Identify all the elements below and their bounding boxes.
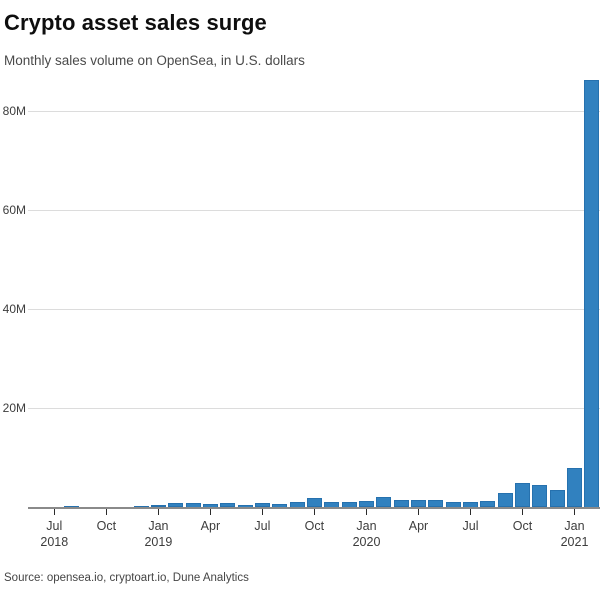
bar: [497, 493, 513, 508]
source-note: Source: opensea.io, cryptoart.io, Dune A…: [4, 572, 249, 584]
x-axis-month: Jul: [462, 518, 479, 533]
x-axis-label: Apr: [391, 518, 447, 534]
bar: [549, 490, 565, 508]
x-axis-month: Apr: [408, 518, 429, 533]
x-axis-month: Jul: [46, 518, 63, 533]
x-axis-label: Jul 2018: [26, 518, 82, 550]
x-axis-label: Jul: [443, 518, 499, 534]
x-axis-month: Oct: [304, 518, 325, 533]
x-axis-label: Jan 2021: [547, 518, 600, 550]
x-tick-mark: [417, 508, 420, 515]
bar: [532, 485, 548, 508]
x-axis-month: Jan: [148, 518, 169, 533]
x-axis-year: 2019: [144, 534, 173, 549]
x-tick-mark: [261, 508, 264, 515]
x-axis-label: Oct: [286, 518, 342, 534]
x-axis-label: Jul: [234, 518, 290, 534]
x-axis-label: Jan 2019: [130, 518, 186, 550]
x-axis-month: Oct: [512, 518, 533, 533]
x-tick-mark: [209, 508, 212, 515]
x-axis-month: Jul: [254, 518, 271, 533]
y-gridline: [28, 110, 600, 112]
x-axis-month: Apr: [200, 518, 221, 533]
x-axis-line: [28, 506, 600, 509]
x-tick-mark: [105, 508, 108, 515]
x-axis-month: Jan: [356, 518, 377, 533]
y-axis-label: 20M: [2, 401, 26, 416]
y-axis-label: 40M: [2, 302, 26, 317]
x-axis-year: 2018: [40, 534, 69, 549]
bar: [515, 482, 530, 508]
y-axis-label: 80M: [2, 103, 26, 118]
x-axis-label: Oct: [495, 518, 551, 534]
page-title: Crypto asset sales surge: [4, 10, 267, 35]
x-axis-month: Jan: [564, 518, 585, 533]
x-axis-label: Jan 2020: [339, 518, 395, 550]
x-axis-month: Oct: [96, 518, 117, 533]
x-tick-mark: [573, 508, 576, 515]
x-tick-mark: [53, 508, 56, 515]
x-axis-year: 2021: [560, 534, 589, 549]
x-tick-mark: [469, 508, 472, 515]
y-gridline: [28, 309, 600, 311]
y-axis-label: 60M: [2, 202, 26, 217]
bar: [584, 79, 600, 508]
x-axis-label: Oct: [78, 518, 134, 534]
y-gridline: [28, 408, 600, 410]
chart-subtitle: Monthly sales volume on OpenSea, in U.S.…: [4, 53, 305, 68]
x-tick-mark: [157, 508, 160, 515]
x-tick-mark: [313, 508, 316, 515]
bar: [567, 467, 582, 508]
x-axis-year: 2020: [352, 534, 381, 549]
x-axis-label: Apr: [182, 518, 238, 534]
x-tick-mark: [365, 508, 368, 515]
y-gridline: [28, 209, 600, 211]
x-tick-mark: [521, 508, 524, 515]
